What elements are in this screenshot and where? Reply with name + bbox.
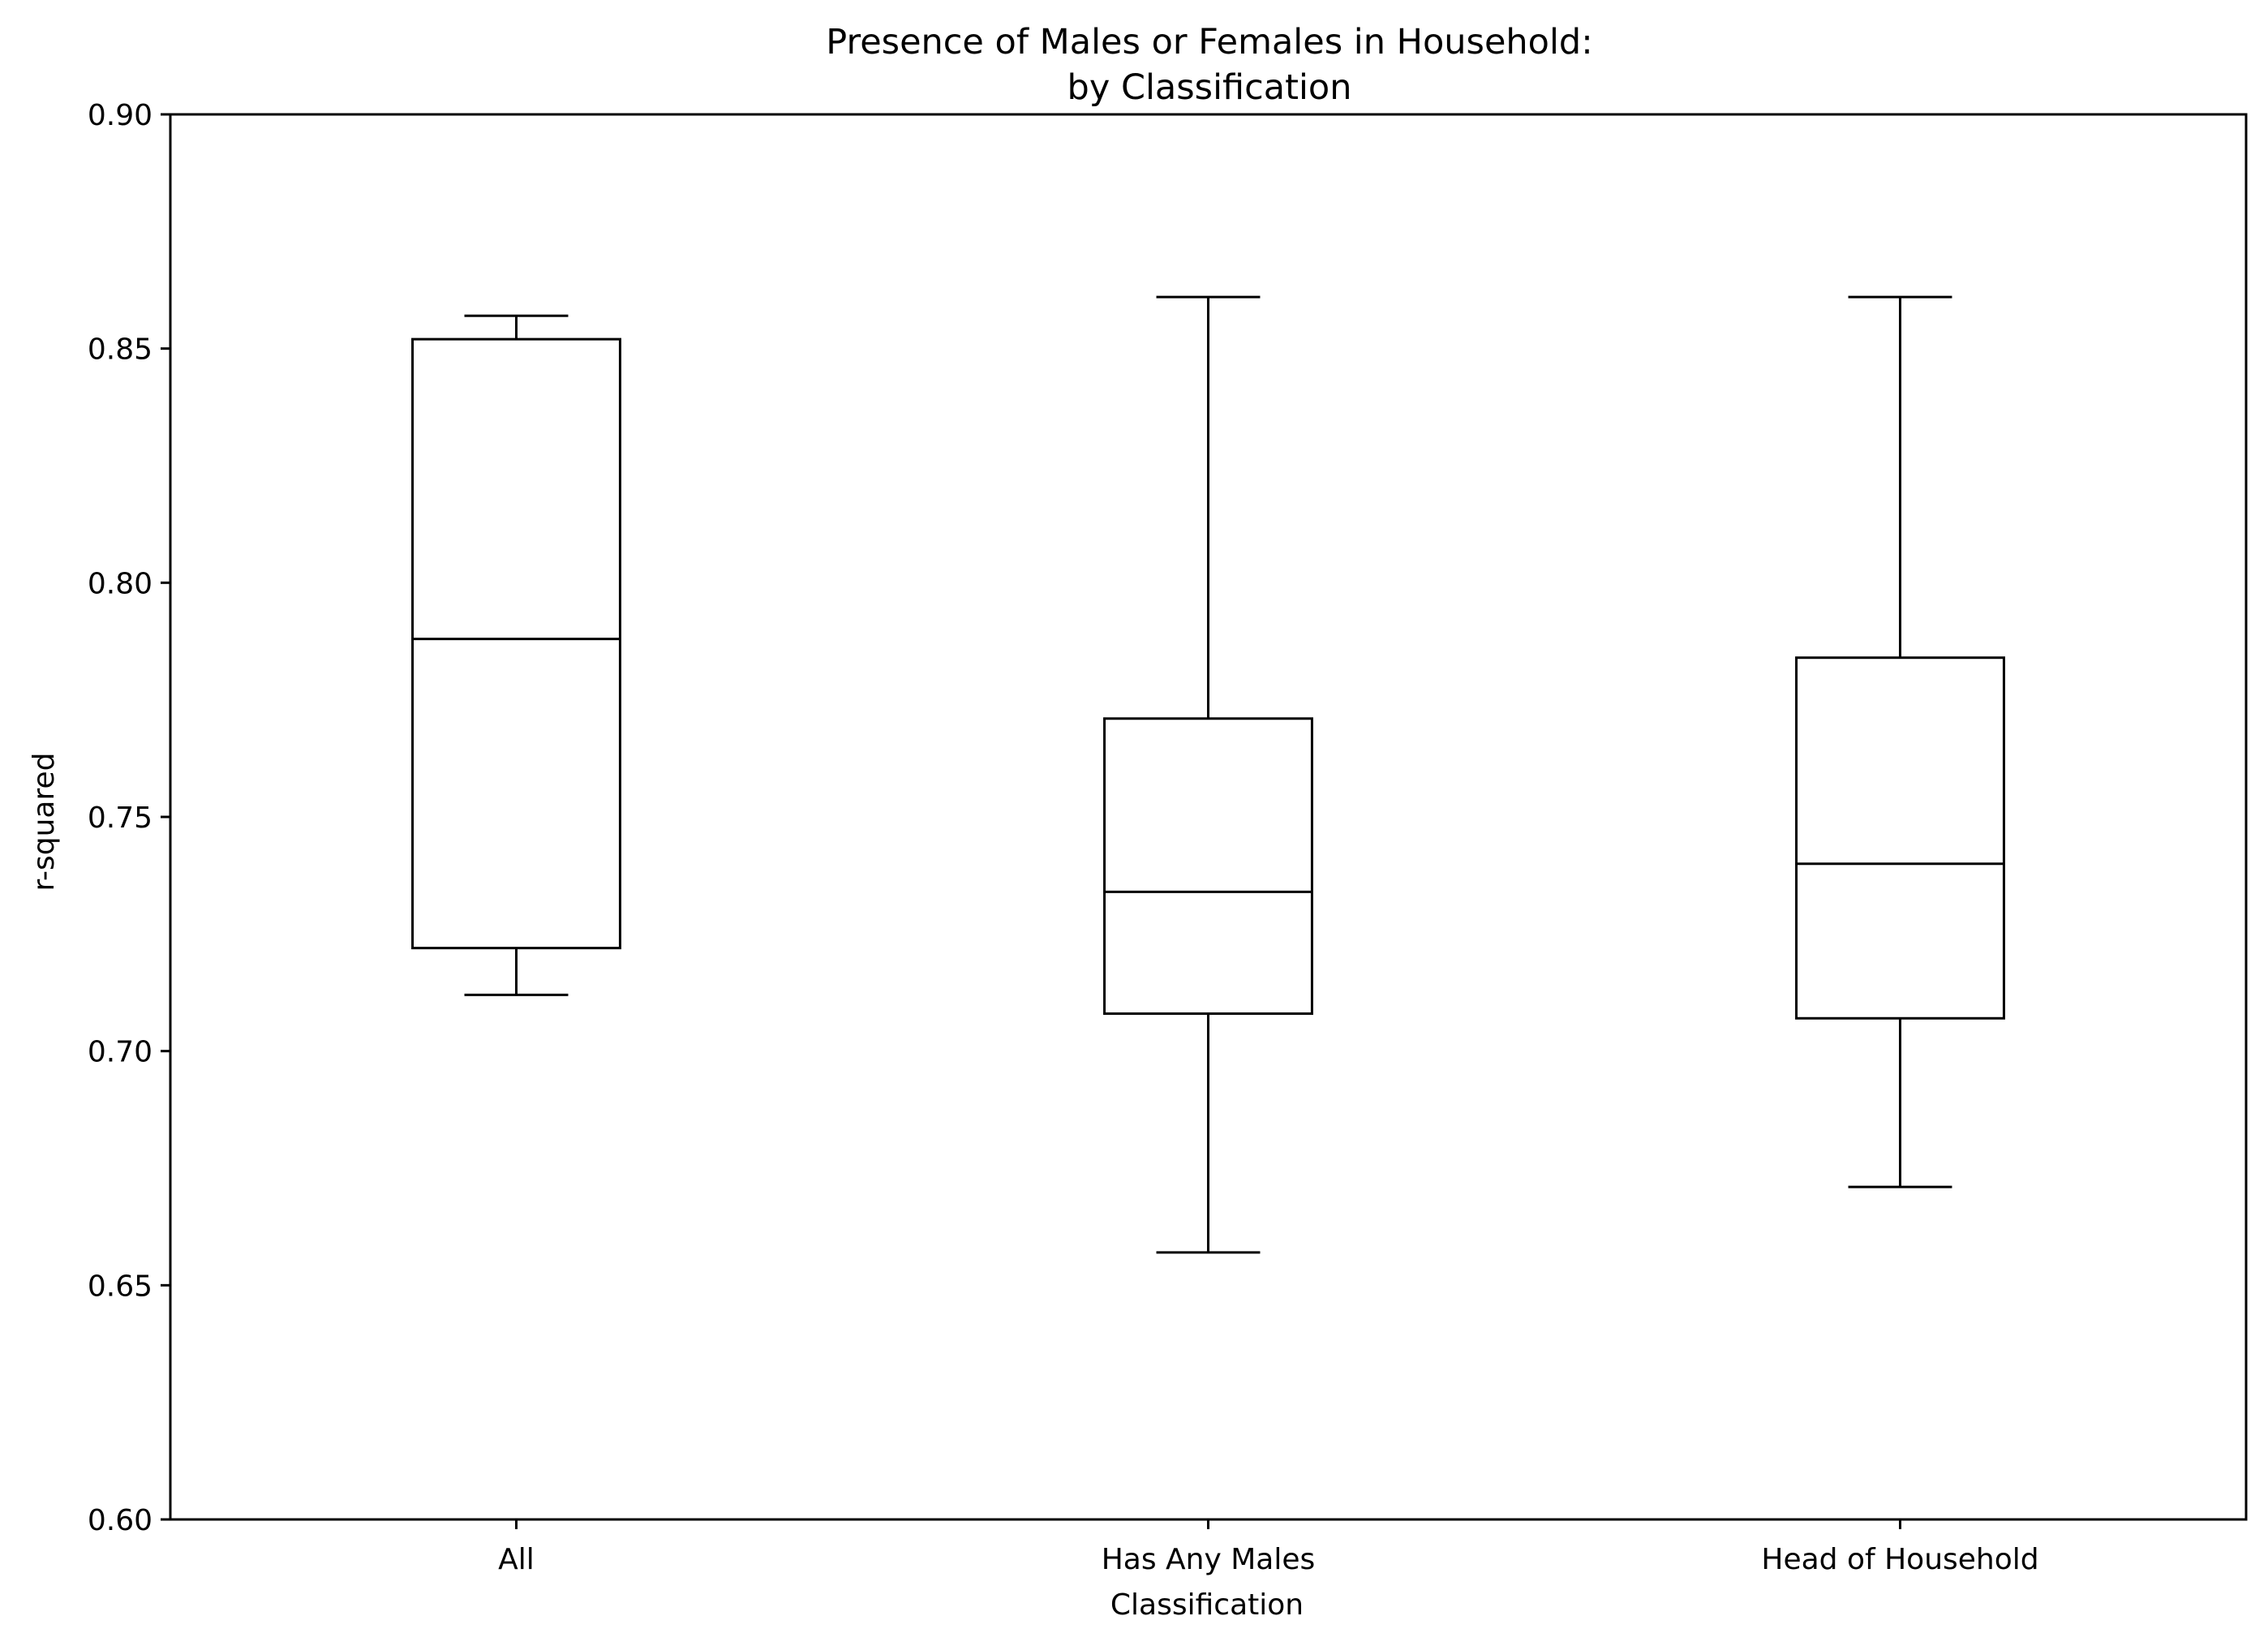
chart-title: Presence of Males or Females in Househol… — [826, 22, 1592, 62]
box-plot-group — [411, 314, 621, 996]
y-tick-label: 0.85 — [88, 333, 152, 367]
x-tick-label: Head of Household — [1761, 1543, 2038, 1576]
box-plot-group — [1103, 295, 1313, 1254]
x-tick-label: Has Any Males — [1102, 1543, 1316, 1576]
y-tick-label: 0.65 — [88, 1270, 152, 1303]
y-tick-label: 0.90 — [88, 99, 152, 132]
x-axis: All Has Any Males Head of Household — [498, 1519, 2039, 1576]
x-axis-label: Classification — [1110, 1588, 1304, 1622]
iqr-box — [1103, 717, 1313, 1015]
y-tick-label: 0.60 — [88, 1504, 152, 1537]
y-tick-label: 0.75 — [88, 802, 152, 835]
y-tick-label: 0.80 — [88, 567, 152, 600]
y-axis-label: r-squared — [28, 753, 61, 892]
y-axis: 0.60 0.65 0.70 0.75 0.80 0.85 0.90 — [88, 99, 170, 1537]
chart-subtitle: by Classification — [1067, 67, 1352, 108]
iqr-box — [1795, 656, 2005, 1020]
y-tick-label: 0.70 — [88, 1036, 152, 1069]
x-tick-label: All — [498, 1543, 535, 1576]
plot-area — [411, 295, 2005, 1254]
box-plot-group — [1795, 295, 2005, 1188]
iqr-box — [411, 337, 621, 950]
